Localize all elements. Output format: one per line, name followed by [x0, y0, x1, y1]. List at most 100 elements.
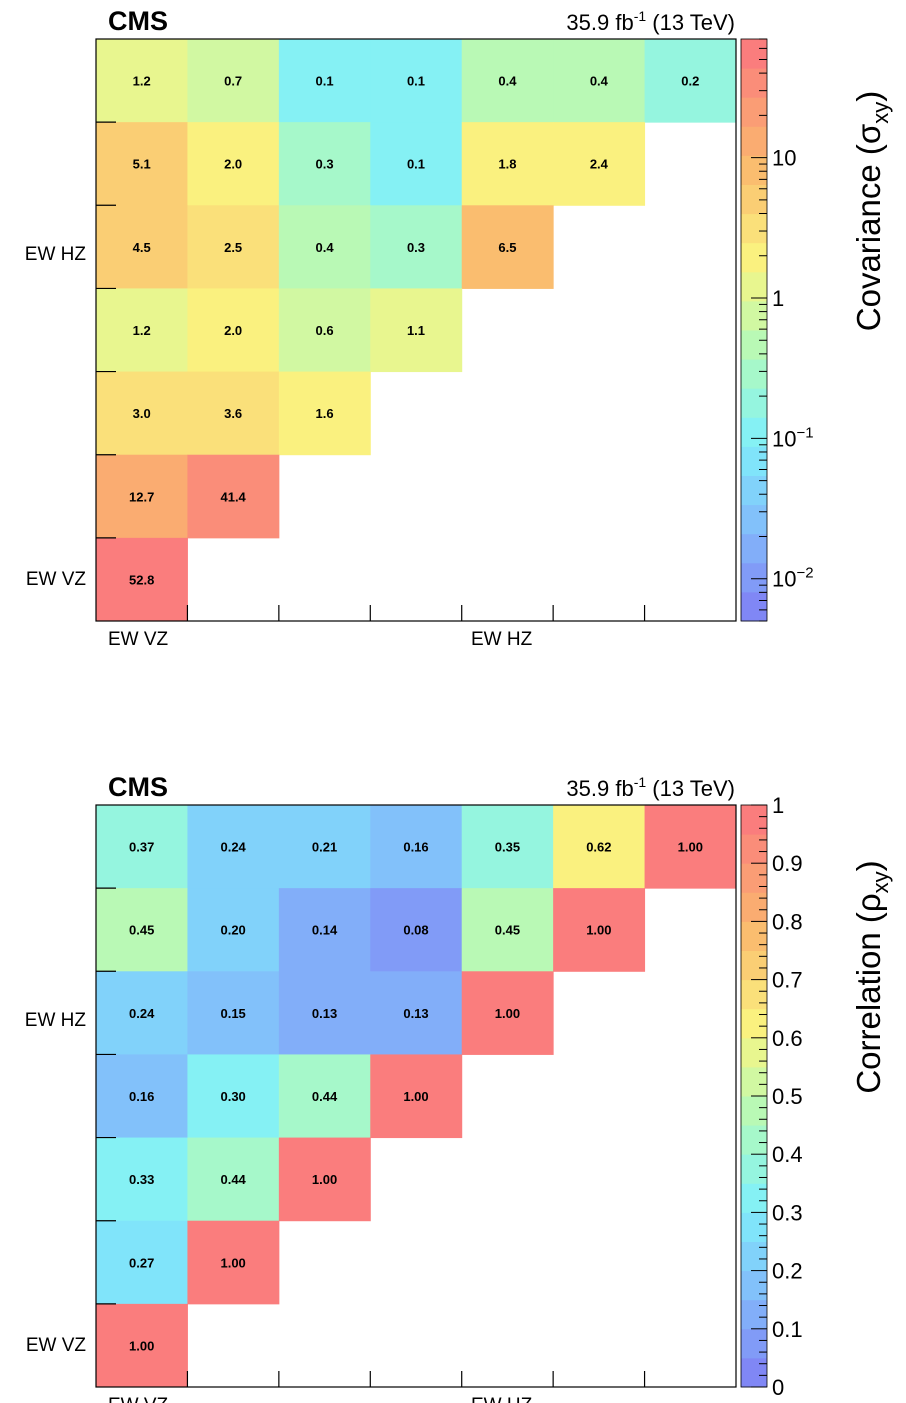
heatmap-cell: [187, 39, 280, 123]
experiment-label: CMS: [108, 6, 168, 36]
color-scale-step: [741, 1125, 767, 1155]
cell-value-label: 0.16: [129, 1089, 154, 1104]
cell-value-label: 1.1: [407, 323, 425, 338]
heatmap-cell: [370, 288, 463, 373]
color-scale-step: [741, 504, 767, 535]
heatmap-cell: [96, 971, 188, 1055]
cell-value-label: 0.1: [407, 74, 425, 89]
cell-value-label: 5.1: [133, 157, 151, 172]
cell-value-label: 1.00: [403, 1089, 428, 1104]
heatmap-cell: [370, 39, 463, 123]
heatmap-cell: [187, 1220, 280, 1305]
color-scale-step: [741, 1328, 767, 1359]
color-scale-step: [741, 184, 767, 215]
experiment-label: CMS: [108, 772, 168, 802]
cell-value-label: 0.44: [312, 1089, 338, 1104]
heatmap-cell: [461, 888, 554, 972]
color-scale-step: [741, 834, 767, 864]
heatmap-cell: [553, 39, 646, 123]
heatmap-cell: [278, 205, 371, 289]
cell-value-label: 0.33: [129, 1172, 154, 1187]
color-scale-step: [741, 1212, 767, 1242]
heatmap-cell: [96, 888, 188, 972]
heatmap-cell: [187, 888, 280, 972]
heatmap-cell: [553, 805, 646, 889]
color-scale-step: [741, 1066, 767, 1097]
heatmap-cell: [461, 805, 554, 889]
color-scale-tick-label: 0.8: [772, 909, 803, 934]
cell-value-label: 0.08: [403, 923, 428, 938]
heatmap-cell: [553, 888, 646, 972]
cell-value-label: 0.7: [224, 74, 242, 89]
heatmap-cell: [278, 371, 371, 456]
cell-value-label: 0.45: [495, 923, 520, 938]
cell-value-label: 2.0: [224, 323, 242, 338]
heatmap-cell: [187, 1137, 280, 1222]
color-scale-step: [741, 863, 767, 893]
color-scale-title: Correlation (ρxy): [850, 860, 893, 1093]
heatmap-cell: [370, 1054, 463, 1139]
cell-value-label: 41.4: [220, 489, 246, 504]
heatmap-cell: [370, 205, 463, 289]
x-axis-group-label: EW VZ: [108, 1395, 169, 1403]
heatmap-cell: [370, 122, 463, 206]
cell-value-label: 1.2: [133, 323, 151, 338]
color-scale-step: [741, 97, 767, 127]
cell-value-label: 0.62: [586, 840, 611, 855]
color-scale-tick-label: 0.7: [772, 968, 803, 993]
cell-value-label: 0.44: [220, 1172, 246, 1187]
cell-value-label: 0.24: [220, 840, 246, 855]
heatmap-cell: [461, 122, 554, 206]
heatmap-cell: [278, 39, 371, 123]
color-scale-step: [741, 892, 767, 922]
heatmap-cell: [278, 805, 371, 889]
heatmap-cell: [96, 205, 188, 289]
luminosity-label: 35.9 fb-1 (13 TeV): [566, 774, 735, 801]
heatmap-cell: [187, 1054, 280, 1139]
color-scale-tick-label: 0.5: [772, 1084, 803, 1109]
color-scale-step: [741, 1270, 767, 1301]
color-scale-frame: [740, 38, 768, 622]
color-scale-step: [741, 591, 767, 622]
cell-value-label: 0.30: [220, 1089, 245, 1104]
cell-value-label: 1.00: [129, 1338, 154, 1353]
color-scale-title: Covariance (σxy): [850, 91, 893, 331]
color-scale-tick-label: 1: [772, 793, 784, 818]
heatmap-cell: [461, 39, 554, 123]
color-scale-step: [741, 330, 767, 360]
color-scale-step: [741, 475, 767, 506]
x-axis-group-label: EW HZ: [471, 1395, 533, 1403]
color-scale-tick-label: 10−2: [772, 565, 814, 592]
heatmap-cell: [370, 971, 463, 1055]
heatmap-cell: [461, 205, 554, 289]
color-scale-step: [741, 805, 767, 835]
cell-value-label: 0.1: [316, 74, 334, 89]
heatmap-cell: [187, 122, 280, 206]
cell-value-label: 0.24: [129, 1006, 155, 1021]
color-scale-step: [741, 533, 767, 564]
plot-frame: [95, 804, 737, 1388]
color-scale-tick-label: 10−1: [772, 424, 814, 451]
heatmap-cell: [278, 971, 371, 1055]
y-axis-group-label: EW VZ: [26, 1335, 87, 1356]
heatmap-cell: [96, 537, 188, 622]
color-scale-step: [741, 1183, 767, 1213]
heatmap-cell: [187, 205, 280, 289]
color-scale-tick-label: 0.3: [772, 1200, 803, 1225]
cell-value-label: 0.3: [407, 240, 425, 255]
cell-value-label: 0.13: [403, 1006, 428, 1021]
heatmap-cell: [370, 888, 463, 972]
cell-value-label: 0.4: [498, 74, 517, 89]
cell-value-label: 0.4: [590, 74, 609, 89]
heatmap-cell: [96, 1054, 188, 1139]
cell-value-label: 12.7: [129, 489, 154, 504]
cell-value-label: 1.8: [498, 157, 516, 172]
cell-value-label: 0.21: [312, 840, 337, 855]
heatmap-cell: [96, 1137, 188, 1222]
heatmap-cell: [370, 805, 463, 889]
color-scale-step: [741, 921, 767, 951]
heatmap-cell: [644, 39, 737, 123]
color-scale-step: [741, 359, 767, 389]
y-axis-group-label: EW HZ: [25, 244, 87, 265]
color-scale-step: [741, 213, 767, 244]
